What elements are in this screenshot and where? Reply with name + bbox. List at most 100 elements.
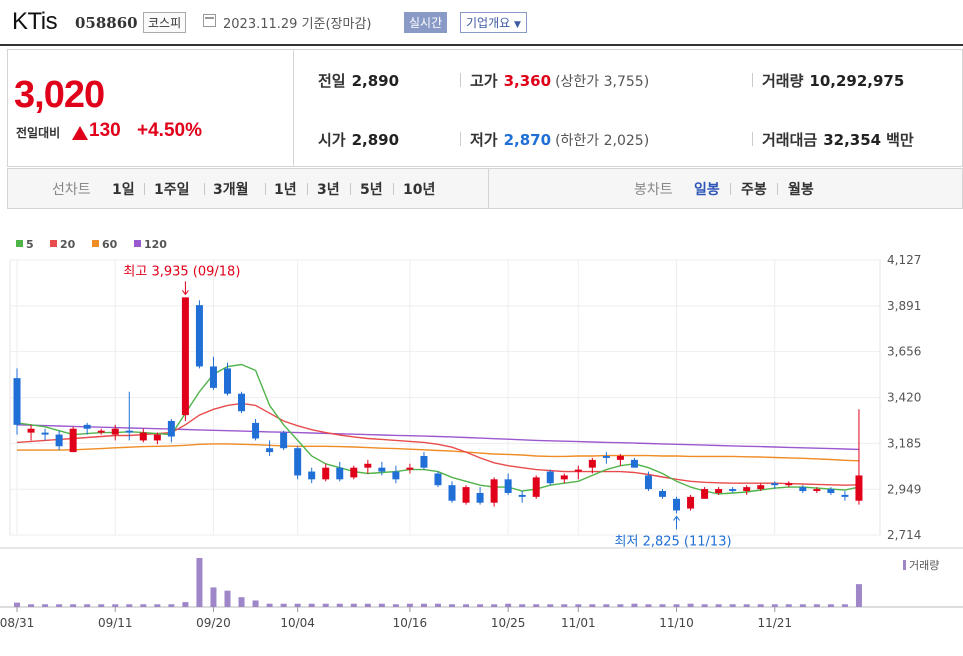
candle [673, 496, 681, 514]
candle [701, 487, 709, 499]
divider [307, 183, 308, 195]
volume-bar [406, 603, 413, 607]
candle-body [181, 297, 189, 416]
trade-amount: 거래대금 32,354 백만 [762, 129, 914, 150]
candles [13, 297, 863, 514]
legend-label-60: 60 [102, 238, 118, 251]
volume-bar [280, 603, 287, 607]
volume-bar [729, 604, 736, 607]
volume-bar [449, 604, 456, 607]
candle-body [546, 471, 554, 484]
volume-bar [645, 604, 652, 607]
y-tick-label: 2,949 [887, 482, 921, 496]
realtime-button[interactable]: 실시간 [404, 12, 448, 33]
candle [27, 424, 35, 441]
volume-bar [308, 603, 315, 607]
candle-body [224, 368, 231, 394]
volume-bar [98, 604, 105, 607]
change-percent: +4.50% [137, 120, 202, 141]
divider [752, 132, 753, 146]
candle [41, 428, 49, 441]
high-annotation: 최고 3,935 (09/18) [123, 264, 240, 279]
company-overview-dropdown[interactable]: 기업개요 ▼ [460, 12, 527, 33]
candle-body [41, 432, 49, 435]
volume-bar [785, 604, 792, 607]
calendar-icon [203, 14, 216, 27]
candle-body [574, 469, 582, 472]
high-label: 고가 [470, 72, 498, 90]
y-tick-label: 3,420 [887, 391, 921, 405]
tab-10y[interactable]: 10년 [403, 182, 436, 198]
amount-value: 32,354 [823, 131, 882, 149]
volume-bar [56, 604, 63, 607]
candle-body [420, 455, 428, 468]
volume-bar [210, 587, 217, 607]
tab-3m[interactable]: 3개월 [213, 182, 249, 198]
candle [266, 440, 274, 456]
volume-bar [799, 604, 806, 607]
volume-bar [547, 604, 554, 607]
legend-label-20: 20 [60, 238, 76, 251]
candle-body [153, 434, 161, 441]
candle [785, 481, 793, 488]
tab-daily[interactable]: 일봉 [694, 182, 720, 198]
candle-body [434, 473, 442, 486]
candle-body [757, 485, 765, 490]
divider [730, 183, 731, 195]
candle [546, 469, 554, 486]
volume-bar [434, 603, 441, 607]
tab-monthly[interactable]: 월봉 [788, 182, 814, 198]
volume-bar [224, 590, 231, 607]
divider [460, 73, 461, 87]
volume-bar [519, 604, 526, 607]
candle [322, 463, 330, 482]
volume-bar [350, 603, 357, 607]
current-price: 3,020 [14, 74, 105, 116]
divider [204, 183, 205, 195]
candle [195, 300, 203, 369]
change-value: 130 [89, 120, 121, 141]
volume-bar [252, 600, 259, 607]
tab-3y[interactable]: 3년 [317, 182, 340, 198]
chevron-down-icon: ▼ [514, 20, 521, 30]
candle-body [729, 489, 737, 492]
tab-weekly[interactable]: 주봉 [741, 182, 767, 198]
candle [406, 463, 414, 474]
candle-body [504, 479, 512, 493]
candle [813, 487, 821, 493]
line-chart-label: 선차트 [52, 182, 91, 198]
tab-5y[interactable]: 5년 [360, 182, 383, 198]
volume-bar [505, 603, 512, 607]
candle [13, 368, 21, 435]
as-of-date: 2023.11.29 기준(장마감) [223, 17, 372, 32]
y-tick-label: 4,127 [887, 253, 921, 267]
high-price: 고가 3,360 (상한가 3,755) [470, 70, 649, 91]
open-label: 시가 [318, 131, 346, 149]
candle [209, 356, 217, 390]
volume-bar [827, 604, 834, 607]
candle-body [659, 491, 666, 497]
candle [644, 471, 652, 492]
candle-body [364, 463, 372, 468]
volume-bar [659, 604, 666, 607]
volume-bar [673, 604, 680, 607]
tab-1y[interactable]: 1년 [274, 182, 297, 198]
tab-1w[interactable]: 1주일 [154, 182, 190, 198]
candle [743, 485, 751, 495]
legend-label-120: 120 [144, 238, 167, 251]
y-tick-label: 2,714 [887, 528, 921, 542]
candle-body [743, 487, 751, 492]
tab-1d[interactable]: 1일 [112, 182, 135, 198]
volume-label: 거래량 [762, 72, 804, 90]
volume-bar [266, 603, 273, 607]
volume-bar [196, 558, 203, 607]
volume-bar [701, 604, 708, 607]
candle [841, 491, 849, 501]
candle-body [125, 430, 133, 433]
candle [602, 452, 610, 464]
candle [153, 432, 161, 445]
prev-close-label: 전일 [318, 72, 346, 90]
legend-swatch-60 [92, 240, 99, 247]
volume-bar [420, 603, 427, 607]
candle [434, 471, 442, 488]
